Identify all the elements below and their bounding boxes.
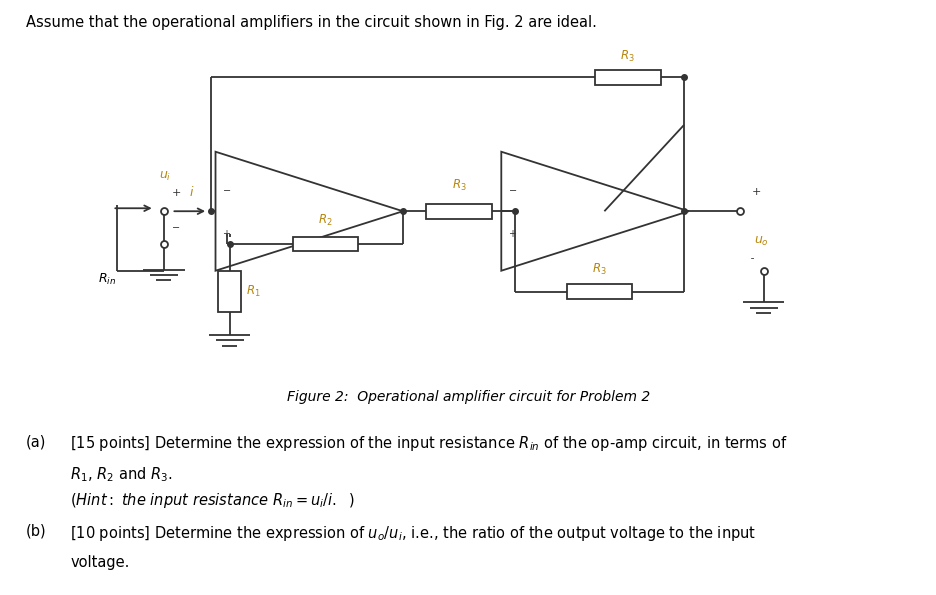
Text: $+$: $+$: [171, 187, 182, 198]
Text: $R_{in}$: $R_{in}$: [98, 272, 116, 287]
Text: $-$: $-$: [222, 184, 231, 193]
Text: $i$: $i$: [189, 186, 195, 199]
Text: $u_o$: $u_o$: [753, 235, 768, 248]
Text: [15 points] Determine the expression of the input resistance $R_{in}$ of the op-: [15 points] Determine the expression of …: [70, 434, 787, 453]
Text: [10 points] Determine the expression of $u_o/u_i$, i.e., the ratio of the output: [10 points] Determine the expression of …: [70, 524, 755, 543]
Text: voltage.: voltage.: [70, 555, 129, 569]
Text: (b): (b): [26, 524, 47, 538]
Text: $+$: $+$: [222, 228, 231, 239]
Text: $R_1$, $R_2$ and $R_3$.: $R_1$, $R_2$ and $R_3$.: [70, 465, 173, 484]
Bar: [292, 236, 358, 251]
Text: Figure 2:  Operational amplifier circuit for Problem 2: Figure 2: Operational amplifier circuit …: [286, 390, 650, 404]
Text: $+$: $+$: [507, 228, 517, 239]
Text: $u_i$: $u_i$: [159, 170, 171, 183]
Text: $-$: $-$: [507, 184, 517, 193]
Bar: [594, 70, 660, 84]
Bar: [566, 284, 632, 299]
Text: $R_3$: $R_3$: [592, 262, 607, 277]
Text: $+$: $+$: [751, 186, 761, 196]
Bar: [426, 203, 491, 218]
Text: Assume that the operational amplifiers in the circuit shown in Fig. 2 are ideal.: Assume that the operational amplifiers i…: [26, 15, 596, 30]
Text: $-$: $-$: [171, 221, 181, 231]
Text: $(Hint:\ the\ input\ resistance\ R_{in} = u_i/i.$  $)$: $(Hint:\ the\ input\ resistance\ R_{in} …: [70, 491, 355, 510]
Text: $R_3$: $R_3$: [620, 49, 635, 64]
Text: (a): (a): [26, 434, 47, 449]
Text: $R_1$: $R_1$: [246, 284, 261, 299]
Text: $\bar{}$: $\bar{}$: [751, 252, 755, 262]
Bar: [217, 271, 241, 312]
Text: $R_2$: $R_2$: [318, 214, 332, 228]
Text: $R_3$: $R_3$: [451, 178, 466, 193]
